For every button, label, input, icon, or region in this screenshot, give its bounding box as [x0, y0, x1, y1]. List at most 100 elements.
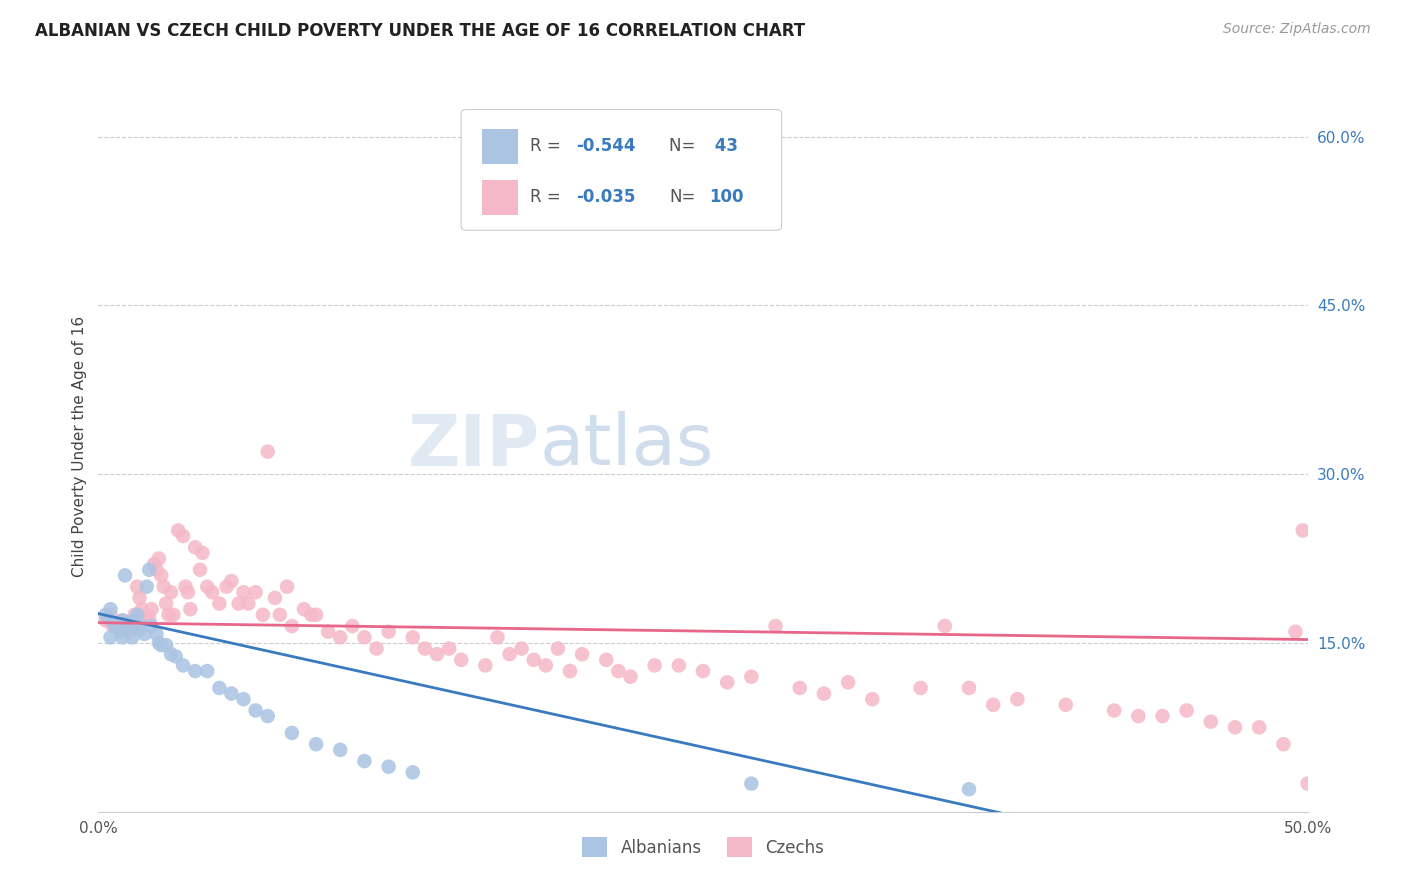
Point — [148, 636, 170, 650]
Point — [104, 619, 127, 633]
Point — [111, 614, 134, 628]
Point — [188, 563, 211, 577]
Point — [141, 602, 163, 616]
Point — [523, 653, 546, 667]
Point — [135, 607, 157, 622]
Point — [160, 647, 183, 661]
FancyBboxPatch shape — [482, 128, 517, 163]
FancyBboxPatch shape — [482, 180, 517, 215]
Point — [215, 580, 238, 594]
Point — [208, 597, 231, 611]
Text: -0.544: -0.544 — [576, 137, 636, 155]
Point — [1054, 698, 1077, 712]
Point — [1272, 737, 1295, 751]
Point — [111, 630, 134, 644]
Point — [245, 585, 267, 599]
Point — [644, 658, 666, 673]
Point — [1249, 720, 1271, 734]
Point — [128, 591, 150, 605]
Point — [789, 681, 811, 695]
Point — [179, 602, 201, 616]
Point — [305, 607, 328, 622]
Point — [1223, 720, 1246, 734]
Point — [426, 647, 449, 661]
Point — [238, 597, 260, 611]
Text: R =: R = — [530, 188, 567, 206]
Point — [1175, 703, 1198, 717]
Point — [377, 760, 399, 774]
Point — [1199, 714, 1222, 729]
Legend: Albanians, Czechs: Albanians, Czechs — [574, 829, 832, 865]
Point — [305, 737, 328, 751]
Point — [316, 624, 339, 639]
Point — [167, 524, 190, 538]
Point — [148, 551, 170, 566]
Point — [281, 726, 304, 740]
Point — [141, 619, 163, 633]
Point — [114, 568, 136, 582]
Point — [269, 607, 291, 622]
Point — [765, 619, 787, 633]
Point — [195, 580, 218, 594]
Point — [957, 681, 980, 695]
Point — [342, 619, 364, 633]
Point — [131, 602, 153, 616]
Point — [1007, 692, 1029, 706]
Point — [117, 615, 139, 630]
Point — [299, 607, 322, 622]
Point — [264, 591, 287, 605]
Y-axis label: Child Poverty Under the Age of 16: Child Poverty Under the Age of 16 — [72, 316, 87, 576]
Point — [232, 585, 254, 599]
Point — [155, 597, 177, 611]
Point — [934, 619, 956, 633]
Text: ZIP: ZIP — [408, 411, 540, 481]
Point — [101, 619, 124, 633]
Point — [121, 619, 143, 633]
Point — [276, 580, 298, 594]
Text: 100: 100 — [709, 188, 744, 206]
Text: -0.035: -0.035 — [576, 188, 636, 206]
Point — [366, 641, 388, 656]
Point — [245, 703, 267, 717]
Text: 43: 43 — [709, 137, 738, 155]
Point — [208, 681, 231, 695]
Point — [138, 563, 160, 577]
Point — [107, 619, 129, 633]
Point — [155, 638, 177, 652]
Point — [377, 624, 399, 639]
Point — [143, 557, 166, 571]
Point — [740, 776, 762, 790]
Point — [184, 664, 207, 678]
Point — [174, 580, 197, 594]
Point — [221, 574, 243, 588]
Point — [138, 611, 160, 625]
Point — [165, 649, 187, 664]
Point — [329, 743, 352, 757]
Point — [1128, 709, 1150, 723]
Point — [692, 664, 714, 678]
Point — [813, 687, 835, 701]
Point — [1102, 703, 1125, 717]
Text: N=: N= — [669, 188, 696, 206]
FancyBboxPatch shape — [461, 110, 782, 230]
Point — [172, 658, 194, 673]
Point — [1296, 776, 1319, 790]
Point — [150, 568, 173, 582]
Point — [124, 614, 146, 628]
Point — [1152, 709, 1174, 723]
Point — [534, 658, 557, 673]
Point — [716, 675, 738, 690]
Point — [195, 664, 218, 678]
Point — [353, 630, 375, 644]
Point — [162, 607, 184, 622]
Point — [184, 541, 207, 555]
Point — [957, 782, 980, 797]
Point — [100, 607, 122, 622]
Point — [256, 444, 278, 458]
Point — [402, 765, 425, 780]
Point — [201, 585, 224, 599]
Point — [134, 627, 156, 641]
Point — [498, 647, 520, 661]
Point — [281, 619, 304, 633]
Point — [413, 641, 436, 656]
